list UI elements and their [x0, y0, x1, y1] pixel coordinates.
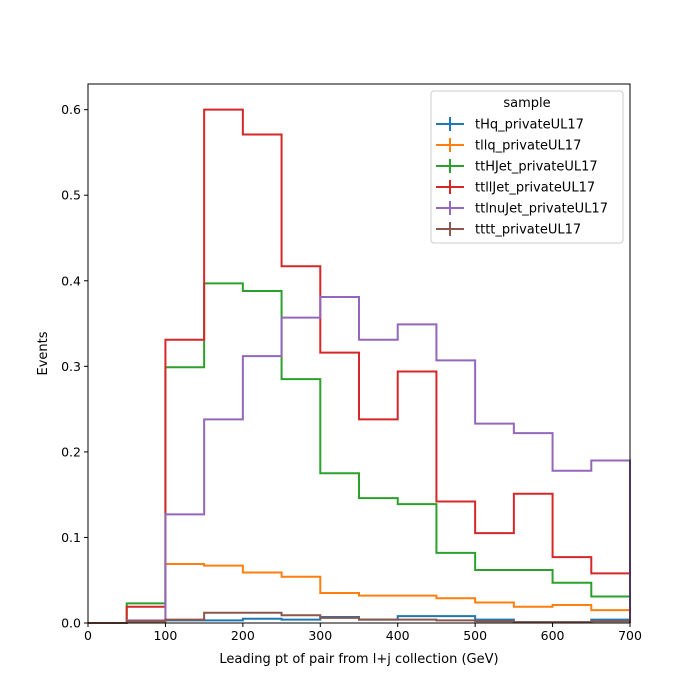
legend-entry: tllq_privateUL17 — [436, 138, 581, 154]
x-tick-label: 500 — [463, 628, 487, 643]
x-tick-label: 400 — [386, 628, 410, 643]
series-layer — [88, 108, 631, 624]
legend-entries: tHq_privateUL17 tllq_privateUL17 ttHJet_pr… — [436, 117, 608, 238]
x-tick-label: 100 — [153, 628, 177, 643]
y-axis: 0.0 0.1 0.2 0.3 0.4 0.5 0.6 — [61, 102, 88, 631]
legend: sample tHq_privateUL17 tllq_privateUL17tt… — [430, 90, 624, 244]
x-tick-label: 600 — [541, 628, 565, 643]
series-ttllJet_privateUL17 — [88, 108, 631, 624]
y-tick-label: 0.6 — [61, 102, 81, 117]
series-ttHJet_privateUL17 — [88, 282, 631, 624]
legend-box — [430, 90, 624, 244]
legend-title: sample — [503, 96, 550, 111]
series-ttlnuJet_privateUL17 — [88, 296, 631, 624]
y-axis-label: Events — [36, 331, 51, 375]
legend-label: tttt_privateUL17 — [475, 223, 581, 238]
legend-label: ttlnuJet_privateUL17 — [475, 202, 608, 217]
x-tick-label: 300 — [308, 628, 332, 643]
legend-label: ttHJet_privateUL17 — [475, 160, 598, 175]
plot-frame — [87, 83, 631, 624]
x-tick-label: 0 — [84, 628, 92, 643]
legend-label: tllq_privateUL17 — [475, 139, 581, 154]
legend-label: tHq_privateUL17 — [475, 118, 584, 133]
legend-entry: ttllJet_privateUL17 — [436, 180, 595, 196]
x-axis-label: Leading pt of pair from l+j collection (… — [219, 652, 498, 667]
legend-entry: ttlnuJet_privateUL17 — [436, 201, 608, 217]
x-axis: 0 100 200 300 400 500 600 700 — [84, 623, 642, 643]
x-tick-label: 200 — [231, 628, 255, 643]
legend-entry: tttt_privateUL17 — [436, 222, 581, 238]
y-tick-label: 0.4 — [61, 273, 81, 288]
series-tttt_privateUL17 — [88, 611, 631, 624]
y-tick-label: 0.1 — [61, 530, 81, 545]
y-tick-label: 0.5 — [61, 188, 81, 203]
y-tick-label: 0.2 — [61, 444, 81, 459]
y-tick-label: 0.3 — [61, 359, 81, 374]
series-tllq_privateUL17 — [88, 562, 631, 624]
legend-entry: ttHJet_privateUL17 — [436, 159, 598, 175]
legend-entry: tHq_privateUL17 — [436, 117, 584, 133]
y-tick-label: 0.0 — [61, 616, 81, 631]
x-tick-label: 700 — [618, 628, 642, 643]
legend-label: ttllJet_privateUL17 — [475, 181, 595, 196]
